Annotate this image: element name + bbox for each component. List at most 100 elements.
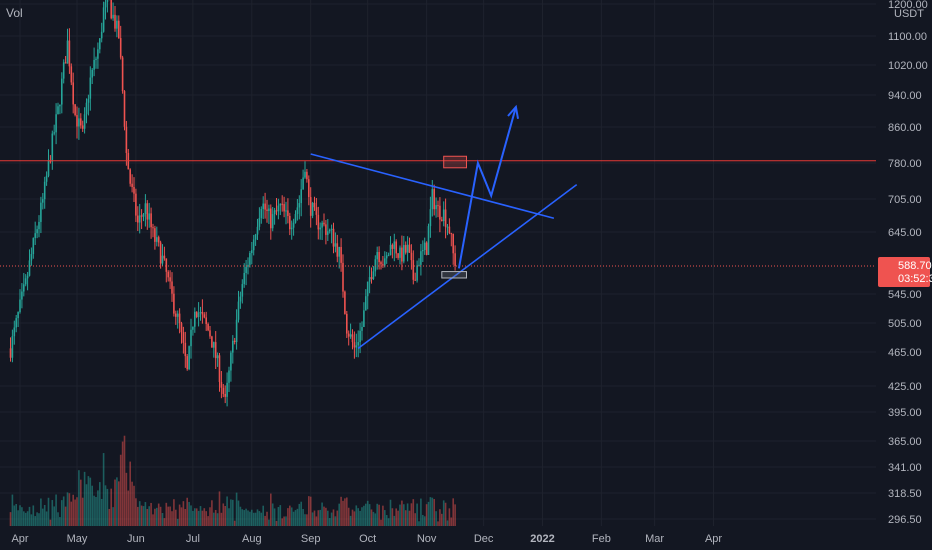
candle-body [159,242,162,264]
volume-bar [233,520,236,526]
candle-body [97,49,99,59]
volume-bar [380,519,382,526]
volume-bar [15,503,17,526]
volume-bar [184,509,187,526]
volume-bar [292,511,295,526]
volume-bar [363,505,365,526]
candle-body [319,227,321,230]
volume-bar [87,476,90,526]
volume-bar [226,496,228,526]
candle-body [418,264,420,266]
projected-path[interactable] [457,106,517,269]
volume-bar [332,509,335,526]
entry-zone-box[interactable] [441,271,467,279]
candle-body [385,255,388,259]
candle-body [448,226,451,234]
volume-bar [330,512,333,526]
ascending-trendline[interactable] [357,183,578,350]
volume-bar [228,508,230,526]
candle-body [382,264,384,266]
candle-body [406,244,409,253]
volume-bar [427,501,430,526]
volume-indicator-label[interactable]: Vol [6,6,23,20]
candle-body [323,222,325,225]
volume-bar [294,510,297,526]
volume-bar [78,470,80,526]
volume-bar [285,516,287,526]
candle-body [243,272,245,285]
candle-body [28,260,31,276]
target-zone-box[interactable] [443,155,468,169]
candle-body [237,301,240,320]
volume-bar [420,498,422,526]
candle-body [26,275,29,279]
currency-label[interactable]: USDT [894,8,924,20]
candle-body [21,291,23,300]
volume-bar [148,506,150,526]
volume-bar [237,500,240,526]
price-tick-label: 395.00 [888,407,922,419]
volume-bar [268,519,270,526]
volume-bar [28,506,31,526]
volume-bar [119,454,122,526]
volume-bar [271,503,274,526]
volume-bar [262,505,264,526]
candle-body [423,242,426,251]
volume-bar [207,516,209,526]
volume-bar [241,509,244,526]
time-axis[interactable]: Apr May Jun Jul Aug Sep Oct Nov Dec 2022 Feb Mar Apr [0,526,932,550]
candle-body [374,259,377,272]
candle-body [140,215,143,217]
candle-body [17,312,19,319]
candle-body [311,202,314,216]
volume-bar [167,506,169,526]
volume-bar [64,506,67,526]
candle-body [344,291,346,314]
volume-bar [135,498,137,526]
volume-bar [165,502,168,526]
volume-bar [289,505,291,526]
descending-trendline[interactable] [310,153,555,220]
candle-body [372,271,375,280]
candle-body [169,277,171,282]
volume-bar [245,508,247,526]
candle-body [209,330,211,337]
volume-bar [180,507,183,526]
candle-body [353,342,356,348]
volume-bar [72,494,74,526]
candle-body [251,250,253,254]
volume-bar [357,508,359,526]
volume-bar [171,511,173,526]
candle-body [380,262,382,265]
candle-body [368,277,371,282]
candle-body [216,355,219,359]
candle-body [218,355,221,382]
candle-body [38,221,40,230]
price-tick-label: 545.00 [888,289,922,301]
price-axis[interactable]: 1200.00 1100.00 1020.00 940.00 860.00 780.00 7… [876,0,932,550]
volume-bar [203,508,206,526]
volume-bar [209,507,211,526]
volume-bar [222,503,225,526]
candle-body [355,345,358,348]
volume-bar [230,499,232,526]
volume-bar [385,515,388,526]
candle-body [53,132,55,134]
candle-body [441,219,443,222]
volume-bar [26,511,29,526]
volume-bar [353,511,356,526]
volume-bar [57,512,59,526]
price-tick-label: 860.00 [888,122,922,134]
volume-bar [391,508,394,526]
candle-body [414,279,416,281]
volume-bar [347,507,350,526]
volume-bar [74,499,76,526]
volume-bar [195,508,198,526]
volume-bar [249,511,251,526]
candle-body [416,265,418,281]
volume-bar [404,510,407,526]
candle-body [357,342,359,346]
candle-body [425,242,428,255]
candle-body [106,0,109,3]
